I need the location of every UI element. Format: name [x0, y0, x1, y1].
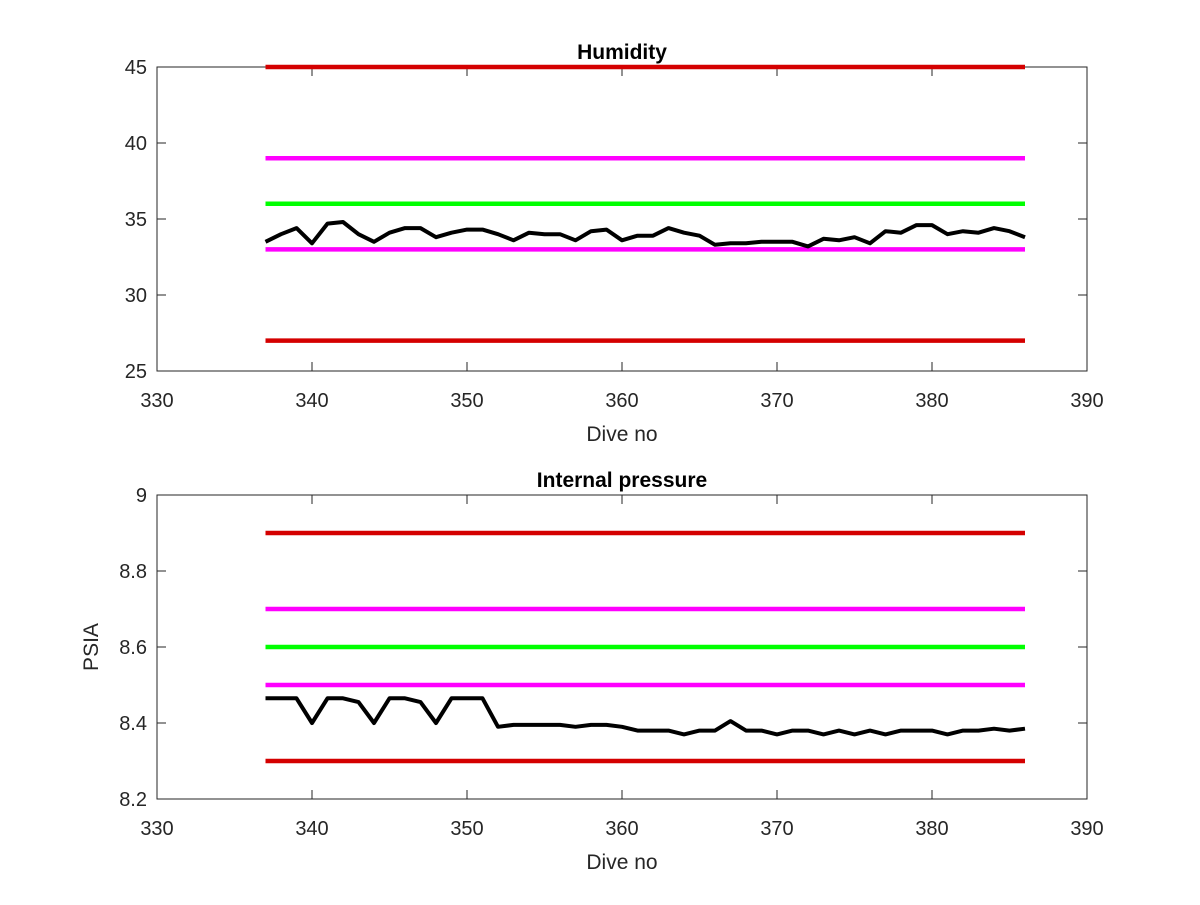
y-tick-label: 9: [136, 485, 147, 507]
y-tick-label: 40: [125, 133, 147, 155]
x-tick-label: 370: [760, 390, 793, 412]
series-line-measurement: [264, 220, 1026, 249]
x-axis-label: Dive no: [586, 423, 657, 446]
y-tick-label: 35: [125, 209, 147, 231]
plot-1: 330 340 350 360 370 380 390 25 30 35 40 45 Humidity D…: [125, 41, 1104, 446]
y-tick-label: 45: [125, 57, 147, 79]
plot-2: 330 340 350 360 370 380 390 8.2 8.4 8.6 8.8 9 Intern…: [80, 469, 1104, 874]
x-axis-label: Dive no: [586, 851, 657, 874]
x-tick-label: 360: [605, 818, 638, 840]
x-tick-label: 380: [915, 390, 948, 412]
x-tick-label: 340: [295, 390, 328, 412]
y-tick-label: 25: [125, 361, 147, 383]
y-tick-label: 8.6: [119, 637, 147, 659]
y-axis-label: PSIA: [80, 623, 103, 671]
series-line-measurement: [265, 696, 1026, 737]
y-tick-label: 8.4: [119, 713, 147, 735]
x-tick-label: 390: [1070, 390, 1103, 412]
plot-title: Internal pressure: [537, 469, 707, 492]
y-tick-label: 8.2: [119, 789, 147, 811]
x-tick-label: 350: [450, 818, 483, 840]
x-tick-label: 330: [140, 390, 173, 412]
x-tick-label: 350: [450, 390, 483, 412]
x-tick-label: 330: [140, 818, 173, 840]
plot-title: Humidity: [577, 41, 667, 64]
x-tick-label: 380: [915, 818, 948, 840]
y-tick-label: 30: [125, 285, 147, 307]
x-tick-label: 360: [605, 390, 638, 412]
axes-box: [156, 66, 1088, 372]
x-tick-label: 370: [760, 818, 793, 840]
y-tick-label: 8.8: [119, 561, 147, 583]
x-tick-label: 340: [295, 818, 328, 840]
x-tick-label: 390: [1070, 818, 1103, 840]
